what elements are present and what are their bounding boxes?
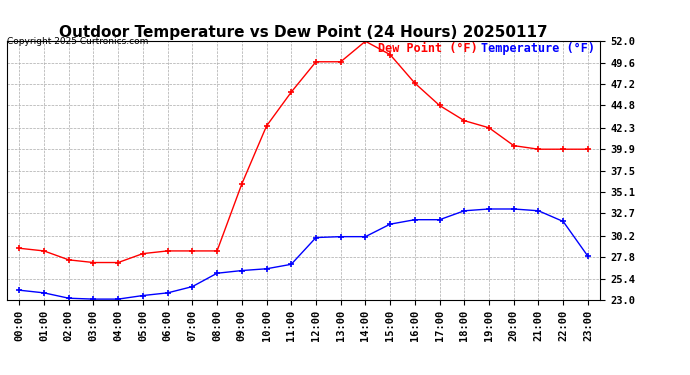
- Dew Point (°F): [559, 147, 567, 152]
- Temperature (°F): [386, 222, 394, 226]
- Temperature (°F): [411, 217, 419, 222]
- Dew Point (°F): [40, 249, 48, 253]
- Temperature (°F): [262, 267, 270, 271]
- Title: Outdoor Temperature vs Dew Point (24 Hours) 20250117: Outdoor Temperature vs Dew Point (24 Hou…: [59, 25, 548, 40]
- Text: Copyright 2025 Curtronics.com: Copyright 2025 Curtronics.com: [7, 38, 148, 46]
- Dew Point (°F): [584, 147, 592, 152]
- Dew Point (°F): [534, 147, 542, 152]
- Temperature (°F): [114, 297, 122, 302]
- Dew Point (°F): [262, 124, 270, 128]
- Dew Point (°F): [15, 246, 23, 250]
- Dew Point (°F): [237, 182, 246, 186]
- Dew Point (°F): [411, 81, 419, 86]
- Temperature (°F): [337, 234, 345, 239]
- Dew Point (°F): [435, 103, 444, 108]
- Temperature (°F): [435, 217, 444, 222]
- Dew Point (°F): [485, 126, 493, 130]
- Line: Dew Point (°F): Dew Point (°F): [16, 38, 591, 266]
- Temperature (°F): [213, 271, 221, 276]
- Temperature (°F): [584, 254, 592, 258]
- Temperature (°F): [164, 291, 172, 295]
- Temperature (°F): [460, 209, 469, 213]
- Temperature (°F): [139, 293, 147, 298]
- Temperature (°F): [188, 284, 197, 289]
- Temperature (°F): [312, 235, 320, 240]
- Temperature (°F): [362, 234, 370, 239]
- Dew Point (°F): [89, 260, 97, 265]
- Temperature (°F): [485, 207, 493, 211]
- Dew Point (°F): [337, 60, 345, 64]
- Legend: Dew Point (°F), Temperature (°F): Dew Point (°F), Temperature (°F): [377, 42, 595, 55]
- Line: Temperature (°F): Temperature (°F): [16, 206, 591, 303]
- Dew Point (°F): [114, 260, 122, 265]
- Dew Point (°F): [510, 143, 518, 148]
- Temperature (°F): [65, 296, 73, 300]
- Dew Point (°F): [65, 258, 73, 262]
- Temperature (°F): [89, 297, 97, 302]
- Dew Point (°F): [164, 249, 172, 253]
- Dew Point (°F): [188, 249, 197, 253]
- Temperature (°F): [510, 207, 518, 211]
- Temperature (°F): [40, 291, 48, 295]
- Dew Point (°F): [312, 60, 320, 64]
- Temperature (°F): [559, 219, 567, 224]
- Temperature (°F): [287, 262, 295, 267]
- Dew Point (°F): [287, 90, 295, 94]
- Dew Point (°F): [460, 118, 469, 123]
- Dew Point (°F): [139, 251, 147, 256]
- Temperature (°F): [15, 288, 23, 292]
- Dew Point (°F): [386, 53, 394, 57]
- Dew Point (°F): [213, 249, 221, 253]
- Temperature (°F): [237, 268, 246, 273]
- Dew Point (°F): [362, 39, 370, 44]
- Temperature (°F): [534, 209, 542, 213]
